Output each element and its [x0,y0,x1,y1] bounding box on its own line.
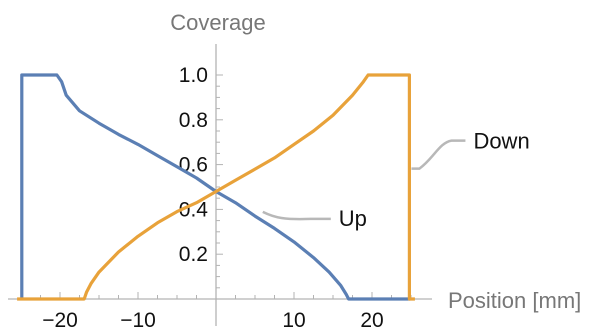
x-tick-label: −20 [42,309,78,332]
x-tick-label: 10 [282,309,305,332]
y-tick-label: 1.0 [179,64,208,87]
y-tick-label: 0.8 [179,109,208,132]
y-tick-label: 0.2 [179,243,208,266]
y-tick-label: 0.4 [179,198,209,221]
x-tick-label: −10 [120,309,156,332]
callout-leader-down [411,139,466,170]
series-line-up [20,73,411,301]
callout-leader-up [262,210,331,221]
series-layer [17,73,415,301]
x-tick-label: 20 [360,309,383,332]
callout-label-down: Down [473,129,529,154]
callout-label-up: Up [339,206,367,231]
y-tick-label: 0.6 [179,154,208,177]
x-axis-title: Position [mm] [448,288,581,313]
series-line-down [17,73,415,301]
callout-layer: Up Down [262,129,530,231]
y-axis-title: Coverage [170,10,265,35]
axes: −20 −10 10 20 0.2 0.4 0.6 0.8 1.0 [8,44,432,332]
